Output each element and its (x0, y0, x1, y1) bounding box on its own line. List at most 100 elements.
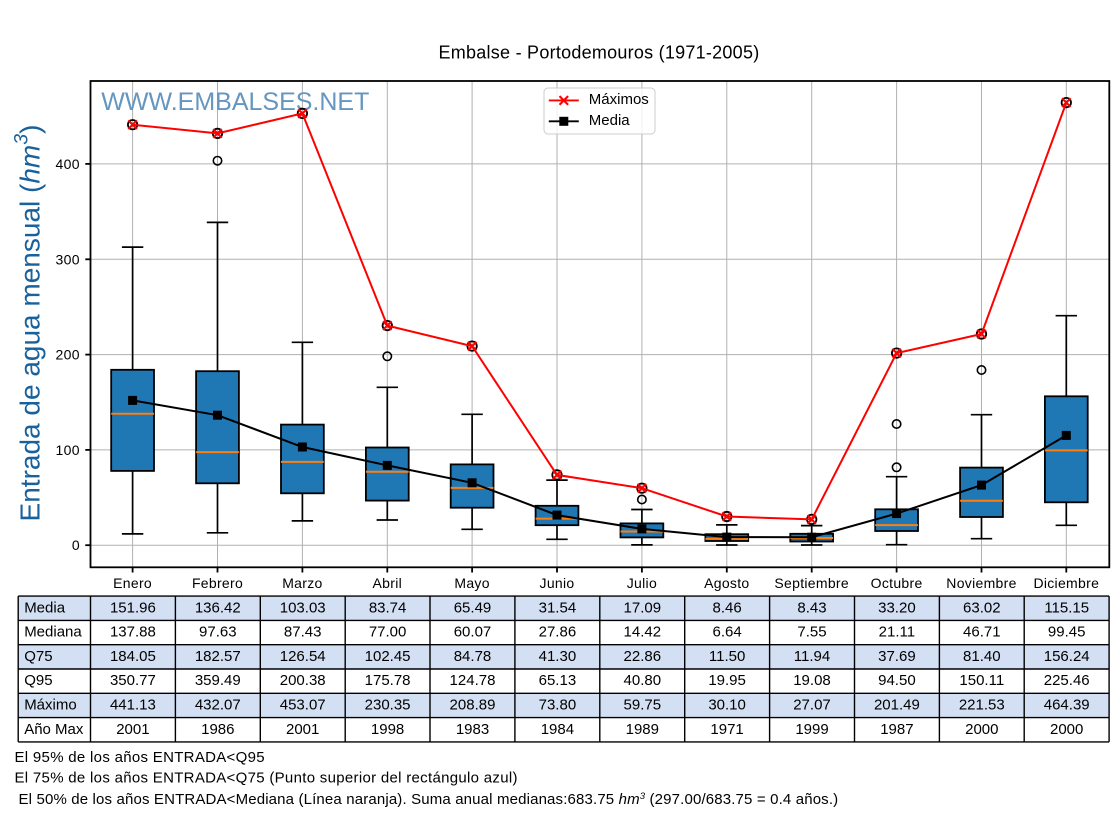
svg-text:Septiembre: Septiembre (774, 575, 849, 591)
svg-text:El 75% de los años ENTRADA<Q75: El 75% de los años ENTRADA<Q75 (Punto su… (15, 770, 518, 787)
svg-text:182.57: 182.57 (195, 648, 241, 665)
svg-text:Mayo: Mayo (454, 575, 489, 591)
svg-text:Máximo: Máximo (24, 697, 77, 714)
svg-text:31.54: 31.54 (539, 599, 577, 616)
svg-text:225.46: 225.46 (1044, 672, 1090, 689)
svg-text:150.11: 150.11 (959, 672, 1004, 689)
svg-text:81.40: 81.40 (963, 648, 1001, 665)
svg-text:19.08: 19.08 (793, 672, 831, 689)
svg-text:1989: 1989 (626, 721, 659, 738)
svg-text:Año Max: Año Max (24, 721, 84, 738)
svg-text:Q75: Q75 (24, 648, 52, 665)
svg-text:2001: 2001 (116, 721, 149, 738)
svg-text:WWW.EMBALSES.NET: WWW.EMBALSES.NET (101, 88, 369, 116)
svg-text:102.45: 102.45 (365, 648, 411, 665)
svg-text:84.78: 84.78 (454, 648, 492, 665)
svg-text:8.43: 8.43 (797, 599, 826, 616)
svg-text:156.24: 156.24 (1044, 648, 1090, 665)
svg-text:30.10: 30.10 (708, 697, 746, 714)
svg-text:124.78: 124.78 (450, 672, 496, 689)
svg-text:2000: 2000 (965, 721, 998, 738)
svg-text:11.50: 11.50 (709, 648, 745, 665)
svg-text:6.64: 6.64 (712, 624, 741, 641)
svg-text:59.75: 59.75 (624, 697, 662, 714)
svg-text:1983: 1983 (456, 721, 489, 738)
svg-text:1971: 1971 (710, 721, 743, 738)
svg-text:33.20: 33.20 (878, 599, 916, 616)
svg-text:137.88: 137.88 (110, 624, 156, 641)
svg-text:441.13: 441.13 (110, 697, 156, 714)
svg-text:7.55: 7.55 (797, 624, 826, 641)
svg-text:1987: 1987 (880, 721, 913, 738)
svg-text:17.09: 17.09 (624, 599, 662, 616)
svg-text:100: 100 (55, 442, 80, 458)
svg-text:94.50: 94.50 (878, 672, 916, 689)
svg-text:359.49: 359.49 (195, 672, 241, 689)
svg-text:200.38: 200.38 (280, 672, 326, 689)
svg-text:453.07: 453.07 (280, 697, 326, 714)
svg-text:175.78: 175.78 (365, 672, 411, 689)
svg-text:14.42: 14.42 (624, 624, 662, 641)
svg-text:Entrada de agua mensual (hm3): Entrada de agua mensual (hm3) (11, 125, 46, 522)
svg-text:221.53: 221.53 (959, 697, 1005, 714)
svg-text:41.30: 41.30 (539, 648, 577, 665)
svg-text:97.63: 97.63 (199, 624, 237, 641)
svg-text:99.45: 99.45 (1048, 624, 1086, 641)
svg-text:184.05: 184.05 (110, 648, 156, 665)
svg-text:Embalse - Portodemouros (1971-: Embalse - Portodemouros (1971-2005) (439, 42, 760, 62)
svg-text:65.49: 65.49 (454, 599, 492, 616)
svg-text:37.69: 37.69 (878, 648, 916, 665)
svg-text:77.00: 77.00 (369, 624, 407, 641)
svg-text:46.71: 46.71 (963, 624, 1001, 641)
svg-text:65.13: 65.13 (539, 672, 577, 689)
svg-text:19.95: 19.95 (708, 672, 746, 689)
svg-text:Diciembre: Diciembre (1033, 575, 1099, 591)
svg-text:2001: 2001 (286, 721, 319, 738)
svg-text:8.46: 8.46 (712, 599, 741, 616)
svg-text:Marzo: Marzo (282, 575, 322, 591)
svg-text:27.07: 27.07 (793, 697, 831, 714)
svg-text:60.07: 60.07 (454, 624, 492, 641)
svg-text:230.35: 230.35 (365, 697, 411, 714)
svg-text:73.80: 73.80 (539, 697, 577, 714)
svg-text:151.96: 151.96 (110, 599, 156, 616)
svg-text:Abril: Abril (373, 575, 403, 591)
svg-text:1999: 1999 (795, 721, 828, 738)
svg-text:Octubre: Octubre (871, 575, 923, 591)
svg-text:Febrero: Febrero (192, 575, 243, 591)
svg-text:200: 200 (55, 347, 80, 363)
svg-text:40.80: 40.80 (624, 672, 662, 689)
svg-text:1986: 1986 (201, 721, 234, 738)
svg-text:208.89: 208.89 (450, 697, 496, 714)
svg-text:Agosto: Agosto (704, 575, 749, 591)
svg-text:1998: 1998 (371, 721, 404, 738)
svg-text:Q95: Q95 (24, 672, 52, 689)
svg-text:Enero: Enero (113, 575, 152, 591)
svg-text:350.77: 350.77 (110, 672, 156, 689)
svg-text:464.39: 464.39 (1044, 697, 1090, 714)
svg-text:63.02: 63.02 (963, 599, 1001, 616)
svg-text:Noviembre: Noviembre (946, 575, 1016, 591)
svg-text:21.11: 21.11 (879, 624, 915, 641)
svg-text:11.94: 11.94 (794, 648, 830, 665)
svg-text:El 50% de los años ENTRADA<Med: El 50% de los años ENTRADA<Mediana (Líne… (19, 791, 839, 808)
svg-text:Junio: Junio (540, 575, 575, 591)
svg-text:201.49: 201.49 (874, 697, 920, 714)
svg-text:0: 0 (72, 537, 80, 553)
svg-text:El 95% de los años ENTRADA<Q95: El 95% de los años ENTRADA<Q95 (15, 749, 265, 766)
svg-text:300: 300 (55, 251, 80, 267)
svg-text:103.03: 103.03 (280, 599, 326, 616)
svg-text:Media: Media (24, 599, 66, 616)
svg-text:136.42: 136.42 (195, 599, 241, 616)
svg-text:432.07: 432.07 (195, 697, 241, 714)
svg-text:1984: 1984 (541, 721, 574, 738)
svg-text:400: 400 (55, 156, 80, 172)
svg-text:27.86: 27.86 (539, 624, 577, 641)
svg-text:2000: 2000 (1050, 721, 1083, 738)
svg-text:22.86: 22.86 (624, 648, 662, 665)
svg-text:Mediana: Mediana (24, 624, 82, 641)
svg-text:83.74: 83.74 (369, 599, 407, 616)
svg-text:Media: Media (589, 112, 631, 129)
svg-text:Julio: Julio (627, 575, 657, 591)
svg-text:115.15: 115.15 (1044, 599, 1089, 616)
